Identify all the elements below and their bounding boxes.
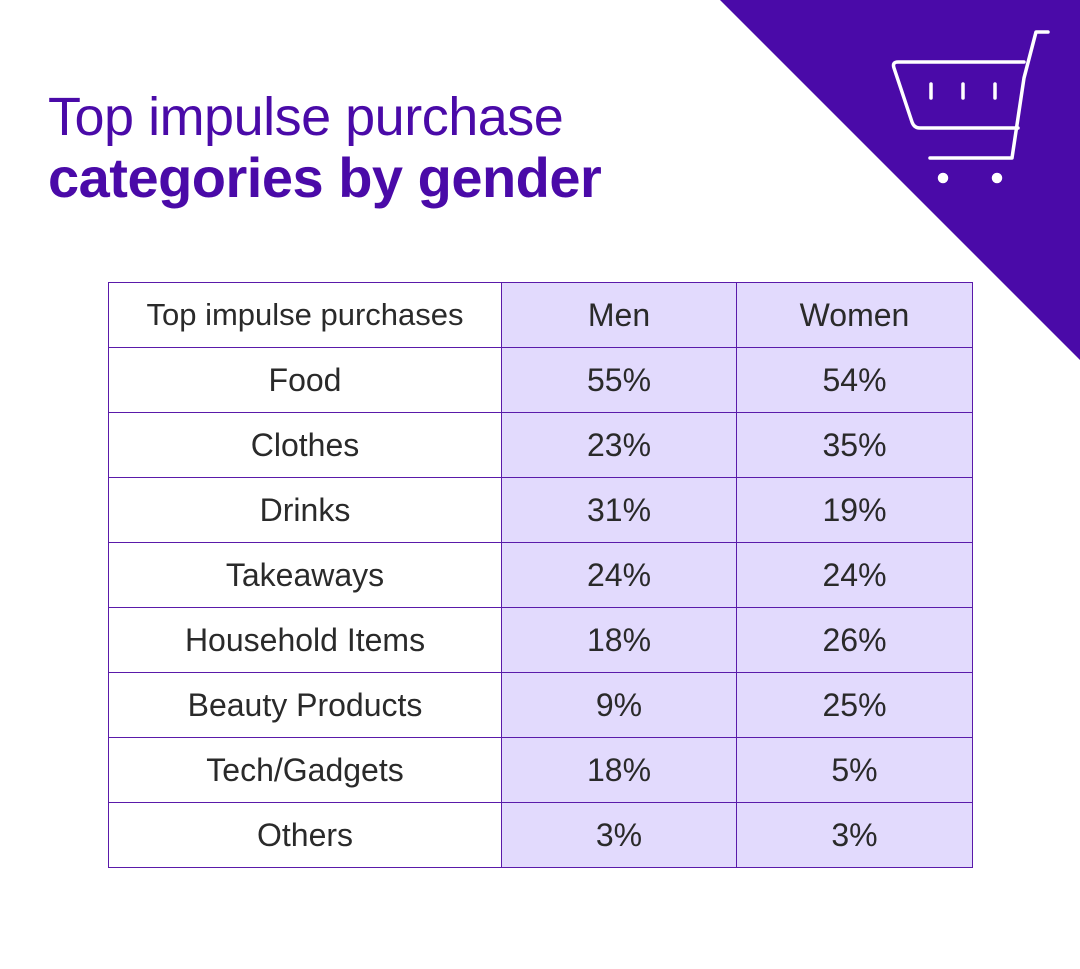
women-value-cell: 26% — [736, 607, 973, 673]
corner-triangle — [720, 0, 1080, 360]
impulse-purchase-table: Top impulse purchases Men Women Food 55%… — [108, 282, 973, 868]
men-value-cell: 3% — [501, 802, 737, 868]
men-value-cell: 31% — [501, 477, 737, 543]
men-value-cell: 18% — [501, 737, 737, 803]
title-line-2: categories by gender — [48, 146, 602, 209]
category-cell: Drinks — [108, 477, 502, 543]
category-cell: Takeaways — [108, 542, 502, 608]
category-cell: Food — [108, 347, 502, 413]
table-row: Tech/Gadgets 18% 5% — [108, 737, 973, 803]
men-value-cell: 18% — [501, 607, 737, 673]
table-row: Household Items 18% 26% — [108, 607, 973, 673]
women-value-cell: 25% — [736, 672, 973, 738]
women-value-cell: 54% — [736, 347, 973, 413]
women-value-cell: 35% — [736, 412, 973, 478]
category-cell: Others — [108, 802, 502, 868]
men-value-cell: 23% — [501, 412, 737, 478]
table-row: Beauty Products 9% 25% — [108, 672, 973, 738]
women-value-cell: 19% — [736, 477, 973, 543]
category-cell: Clothes — [108, 412, 502, 478]
men-value-cell: 24% — [501, 542, 737, 608]
table-row: Takeaways 24% 24% — [108, 542, 973, 608]
women-value-cell: 24% — [736, 542, 973, 608]
men-value-cell: 55% — [501, 347, 737, 413]
women-value-cell: 5% — [736, 737, 973, 803]
men-value-cell: 9% — [501, 672, 737, 738]
category-cell: Beauty Products — [108, 672, 502, 738]
shopping-cart-icon — [891, 30, 1050, 184]
title-line-1: Top impulse purchase — [48, 87, 564, 147]
table-row: Food 55% 54% — [108, 347, 973, 413]
table-header-row: Top impulse purchases Men Women — [108, 282, 973, 348]
column-header-women: Women — [736, 282, 973, 348]
column-header-men: Men — [501, 282, 737, 348]
category-cell: Tech/Gadgets — [108, 737, 502, 803]
corner-triangle-decoration — [720, 0, 1080, 360]
page-title: Top impulse purchase categories by gende… — [48, 87, 602, 209]
table-row: Others 3% 3% — [108, 802, 973, 868]
column-header-category: Top impulse purchases — [108, 282, 502, 348]
women-value-cell: 3% — [736, 802, 973, 868]
category-cell: Household Items — [108, 607, 502, 673]
table-row: Clothes 23% 35% — [108, 412, 973, 478]
table-row: Drinks 31% 19% — [108, 477, 973, 543]
